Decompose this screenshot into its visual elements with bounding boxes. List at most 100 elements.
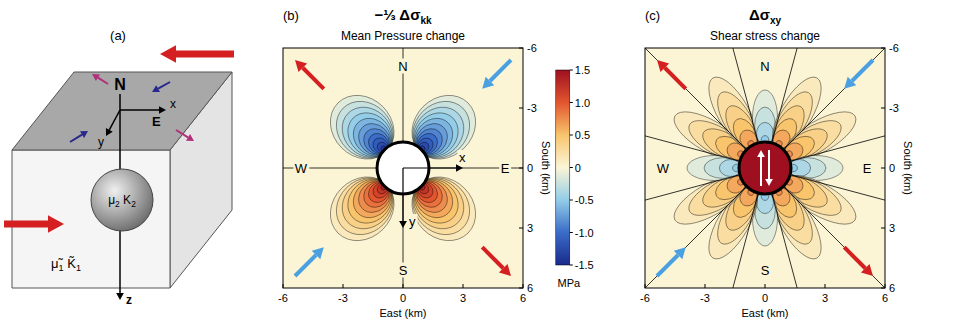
east-label: E bbox=[152, 114, 161, 129]
y-tick-label: 0 bbox=[527, 162, 533, 174]
label-patch bbox=[499, 161, 511, 176]
x-tick bbox=[705, 284, 706, 288]
colorbar-tick-label: 0 bbox=[575, 162, 581, 174]
frame bbox=[283, 48, 523, 288]
y-tick bbox=[881, 48, 885, 49]
y-tick-label: 6 bbox=[889, 282, 895, 294]
frame bbox=[645, 48, 885, 288]
subtitle: Mean Pressure change bbox=[341, 29, 465, 43]
coordinate-axis bbox=[399, 221, 407, 228]
x-axis-title: East (km) bbox=[741, 307, 788, 319]
map-label: W bbox=[657, 161, 670, 176]
tension-arrow bbox=[499, 264, 511, 276]
shear-arrow bbox=[768, 150, 770, 179]
zero-contour bbox=[645, 186, 747, 288]
x-tick bbox=[825, 284, 826, 288]
y-tick bbox=[881, 168, 885, 169]
x-tick bbox=[523, 284, 524, 288]
contour-level bbox=[755, 191, 776, 229]
x-tick-label: -6 bbox=[278, 292, 288, 304]
y-axis-label: y bbox=[98, 135, 104, 149]
map-label: N bbox=[398, 59, 407, 74]
tension-arrow bbox=[844, 247, 865, 268]
compression-arrow bbox=[295, 255, 316, 276]
colorbar-tick bbox=[570, 70, 573, 71]
x-axis-title: East (km) bbox=[379, 307, 426, 319]
colorbar-tick bbox=[570, 135, 573, 136]
strain-arrow bbox=[176, 130, 188, 137]
compression-arrow bbox=[490, 60, 511, 81]
strain-arrow bbox=[98, 78, 108, 84]
label-patch bbox=[397, 59, 409, 74]
x-tick bbox=[343, 284, 344, 288]
x-tick bbox=[885, 284, 886, 288]
tension-arrow bbox=[303, 68, 324, 89]
x-axis-arrow bbox=[120, 109, 159, 111]
label-patch bbox=[408, 214, 418, 229]
inclusion-sphere bbox=[91, 169, 153, 231]
x-tick bbox=[765, 284, 766, 288]
plot-area bbox=[645, 48, 885, 288]
y-tick-label: -3 bbox=[889, 102, 899, 114]
x-tick-label: 0 bbox=[762, 292, 768, 304]
x-tick-label: -3 bbox=[700, 292, 710, 304]
strain-arrow bbox=[152, 85, 160, 92]
colorbar-tick bbox=[570, 265, 573, 266]
zero-contour bbox=[645, 175, 740, 288]
plot-area bbox=[283, 48, 523, 288]
x-tick-label: -3 bbox=[338, 292, 348, 304]
y-tick-label: 6 bbox=[527, 282, 533, 294]
tension-arrow bbox=[657, 60, 669, 72]
title-main: Δσ bbox=[749, 6, 770, 23]
x-axis-label: x bbox=[170, 97, 176, 111]
x-tick bbox=[403, 284, 404, 288]
map-label: W bbox=[295, 161, 308, 176]
zero-contour bbox=[645, 193, 758, 288]
contour-level bbox=[755, 107, 776, 145]
panel-label: (a) bbox=[110, 28, 126, 43]
coordinate-axis bbox=[402, 168, 403, 221]
zero-contour bbox=[783, 48, 885, 150]
compression-arrow bbox=[176, 51, 234, 58]
y-axis-arrow bbox=[109, 110, 120, 130]
y-tick bbox=[519, 108, 523, 109]
x-tick-label: 6 bbox=[882, 292, 888, 304]
figure: (a)NxEyzμ2​ K2​μ̃1​ K̃1​(b)−⅓ ΔσkkMean P… bbox=[0, 0, 958, 324]
compression-arrow bbox=[160, 45, 176, 63]
plot-ground bbox=[645, 48, 885, 288]
shear-arrow bbox=[765, 179, 773, 186]
x-tick bbox=[645, 284, 646, 288]
y-tick bbox=[519, 288, 523, 289]
strain-arrow bbox=[186, 134, 194, 141]
colorbar-tick-label: 1.0 bbox=[575, 97, 590, 109]
zero-contour bbox=[790, 175, 885, 288]
north-label: N bbox=[114, 76, 126, 93]
box-front bbox=[12, 150, 170, 288]
panel-label: (c) bbox=[645, 8, 660, 23]
y-tick bbox=[881, 228, 885, 229]
zero-contour bbox=[783, 186, 885, 288]
colorbar-tick-label: 0.5 bbox=[575, 129, 590, 141]
contour-level bbox=[704, 158, 742, 179]
colorbar-tick bbox=[570, 167, 573, 168]
map-label: E bbox=[501, 161, 510, 176]
title: −⅓ Δσkk bbox=[374, 6, 431, 26]
compression-arrow bbox=[674, 247, 686, 259]
title-main: −⅓ Δσ bbox=[374, 6, 420, 23]
colorbar-label: MPa bbox=[557, 277, 581, 289]
zero-contour bbox=[645, 48, 747, 150]
x-tick-label: 6 bbox=[520, 292, 526, 304]
compression-arrow bbox=[657, 255, 678, 276]
tension-arrow bbox=[482, 247, 503, 268]
panel-(c): (c)ΔσxyShear stress changeNSWE-6-3036Eas… bbox=[301, 0, 958, 324]
label-patch bbox=[759, 263, 771, 278]
compression-arrow bbox=[852, 60, 873, 81]
x-tick-label: 0 bbox=[400, 292, 406, 304]
zero-contour bbox=[790, 48, 885, 161]
y-tick-label: 3 bbox=[889, 222, 895, 234]
reset: ​ bbox=[80, 256, 81, 271]
colorbar-tick-label: -0.5 bbox=[575, 194, 594, 206]
y-tick bbox=[881, 108, 885, 109]
y-axis-arrow bbox=[106, 128, 113, 136]
x-axis-arrow bbox=[159, 106, 166, 114]
